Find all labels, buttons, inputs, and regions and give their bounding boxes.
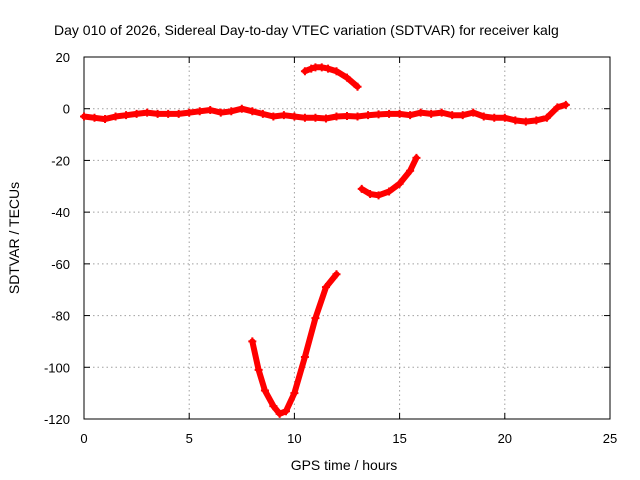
data-point: [561, 100, 570, 109]
data-point: [258, 109, 267, 118]
data-point: [553, 103, 562, 112]
data-point: [343, 111, 351, 120]
data-point: [90, 113, 99, 122]
data-point: [521, 117, 530, 126]
data-point: [269, 402, 278, 411]
y-tick-label: -60: [51, 257, 70, 272]
data-point: [153, 109, 162, 118]
data-point: [216, 108, 225, 117]
data-point: [248, 337, 257, 346]
data-point: [406, 111, 415, 120]
data-point: [458, 111, 467, 120]
tick-layer: 0 5 10 15 20 25 20 0 -20 -40 -60 -80 -100 -120: [44, 50, 617, 446]
data-point: [275, 409, 284, 418]
data-point: [469, 108, 478, 117]
data-point: [248, 107, 257, 116]
data-point: [227, 107, 236, 116]
data-point: [395, 109, 404, 118]
data-point: [532, 116, 541, 125]
series-layer: [80, 63, 570, 418]
data-point: [416, 108, 425, 117]
data-point: [317, 63, 326, 72]
data-point: [122, 111, 131, 120]
data-point: [132, 109, 141, 118]
data-point: [374, 110, 383, 119]
data-point: [490, 113, 499, 122]
data-point: [332, 112, 341, 121]
plot-frame: [83, 56, 611, 420]
data-point: [111, 112, 120, 121]
grid-layer: [84, 57, 610, 419]
data-point: [357, 184, 366, 193]
data-point: [80, 112, 88, 121]
data-point: [300, 67, 309, 76]
data-point: [143, 108, 152, 117]
data-point: [412, 153, 421, 162]
data-point: [279, 111, 288, 120]
data-point: [385, 187, 394, 196]
data-point: [406, 166, 415, 175]
x-axis-title: GPS time / hours: [291, 457, 398, 473]
data-point: [500, 113, 509, 122]
data-point: [307, 64, 316, 73]
data-point: [174, 109, 183, 118]
x-tick-label: 15: [392, 431, 406, 446]
data-point: [395, 179, 404, 188]
data-point: [254, 365, 263, 374]
x-tick-label: 20: [498, 431, 512, 446]
data-point: [437, 108, 446, 117]
y-tick-label: -20: [51, 153, 70, 168]
data-point: [332, 67, 341, 76]
data-point: [332, 270, 341, 279]
y-tick-label: 20: [56, 50, 70, 65]
data-point: [448, 111, 457, 120]
y-tick-label: -100: [44, 360, 70, 375]
x-tick-label: 10: [287, 431, 301, 446]
data-point: [185, 108, 194, 117]
x-tick-label: 0: [80, 431, 87, 446]
y-tick-label: -40: [51, 205, 70, 220]
y-tick-label: -80: [51, 309, 70, 324]
data-point: [324, 64, 333, 73]
data-point: [164, 109, 173, 118]
data-point: [237, 104, 246, 113]
data-point: [353, 112, 362, 121]
data-point: [542, 113, 551, 122]
data-point: [300, 352, 309, 361]
data-point: [479, 112, 488, 121]
y-axis-title: SDTVAR / TECUs: [6, 182, 22, 294]
data-point: [101, 115, 110, 124]
chart-title: Day 010 of 2026, Sidereal Day-to-day VTE…: [54, 22, 559, 38]
data-point: [311, 314, 320, 323]
x-tick-label: 5: [186, 431, 193, 446]
data-point: [300, 113, 309, 122]
data-point: [366, 190, 375, 199]
data-point: [290, 389, 299, 398]
x-tick-label: 25: [603, 431, 617, 446]
y-tick-label: 0: [63, 102, 70, 117]
data-point: [427, 109, 436, 118]
data-point: [321, 283, 330, 292]
data-point: [511, 116, 520, 125]
data-point: [364, 111, 373, 120]
data-point: [206, 106, 215, 115]
data-point: [343, 73, 351, 82]
data-point: [195, 107, 204, 116]
data-point: [290, 112, 299, 121]
data-point: [311, 113, 320, 122]
data-point: [269, 112, 278, 121]
data-point: [353, 82, 362, 91]
data-point: [260, 386, 269, 395]
data-point: [281, 407, 290, 416]
y-tick-label: -120: [44, 412, 70, 427]
data-point: [385, 109, 394, 118]
data-point: [374, 191, 383, 200]
data-point: [321, 114, 330, 123]
